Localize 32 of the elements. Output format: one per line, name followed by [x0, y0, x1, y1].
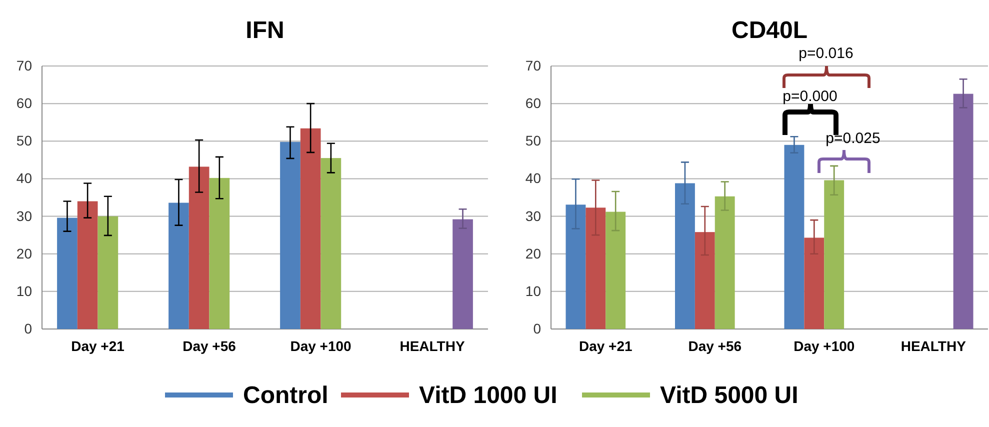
y-tick-label: 70 — [16, 57, 32, 74]
x-tick-label: Day +56 — [182, 338, 236, 354]
y-tick-label: 10 — [16, 282, 32, 299]
y-tick-label: 40 — [16, 170, 32, 186]
y-tick-label: 0 — [533, 320, 542, 336]
x-tick-label: Day +56 — [688, 338, 742, 354]
annotation: p=0.000 — [782, 88, 838, 105]
y-tick-label: 20 — [525, 245, 542, 262]
y-tick-label: 50 — [16, 132, 32, 149]
y-tick-label: 30 — [16, 208, 32, 224]
y-tick-label: 40 — [525, 170, 542, 186]
x-tick-label: HEALTHY — [400, 338, 466, 354]
x-tick-label: Day +100 — [794, 338, 855, 354]
chart-title: IFN — [246, 17, 284, 44]
y-tick-label: 70 — [525, 57, 542, 74]
y-tick-label: 20 — [16, 245, 32, 262]
x-tick-label: Day +21 — [71, 338, 125, 354]
annotation: p=0.025 — [826, 130, 880, 147]
y-tick-label: 60 — [16, 95, 32, 112]
legend-label: VitD 1000 UI — [419, 382, 558, 409]
x-tick-label: Day +100 — [290, 338, 352, 354]
y-tick-label: 0 — [24, 320, 32, 336]
chart-title: CD40L — [731, 17, 808, 44]
y-tick-label: 10 — [525, 282, 542, 299]
x-tick-label: HEALTHY — [900, 338, 967, 354]
y-tick-label: 30 — [525, 208, 542, 224]
legend-label: Control — [243, 382, 328, 409]
x-tick-label: Day +21 — [578, 338, 632, 354]
y-tick-label: 60 — [525, 95, 542, 112]
text: p=0.016 — [798, 45, 854, 62]
legend-label: VitD 5000 UI — [660, 382, 798, 409]
y-tick-label: 50 — [525, 132, 542, 149]
